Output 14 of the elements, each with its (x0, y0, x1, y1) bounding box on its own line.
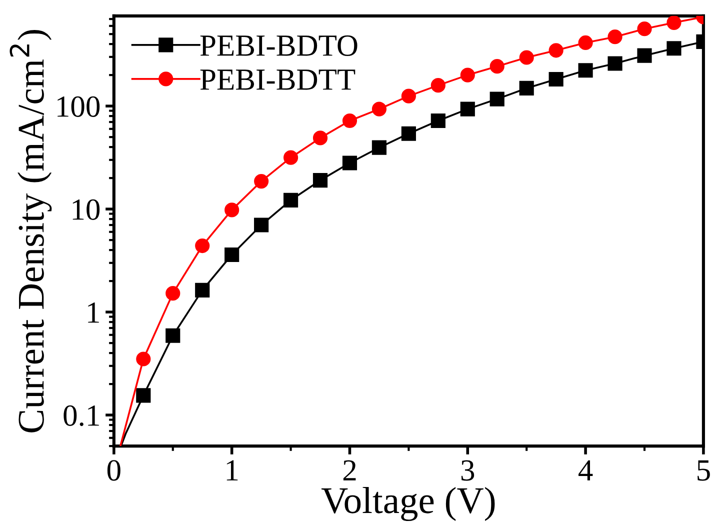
x-tick-label: 3 (461, 460, 474, 481)
y-tick-label: 10 (72, 199, 100, 220)
y-tick-label: 0.1 (64, 405, 99, 426)
x-tick-label: 4 (578, 460, 593, 480)
x-tick-label: 0 (107, 460, 120, 481)
legend-label: PEBI-BDTT (200, 70, 356, 90)
x-tick-label: 2 (343, 460, 356, 480)
x-tick-label: 5 (698, 460, 710, 481)
y-tick-label: 100 (58, 96, 100, 117)
x-tick-label: 1 (226, 460, 238, 480)
legend-label: PEBI-BDTO (200, 35, 358, 56)
x-axis-title: Voltage (V) (321, 486, 495, 522)
y-axis-title: Current Density (mA/cm$^{2}$) (10, 30, 52, 432)
y-tick-label: 1 (88, 302, 99, 323)
